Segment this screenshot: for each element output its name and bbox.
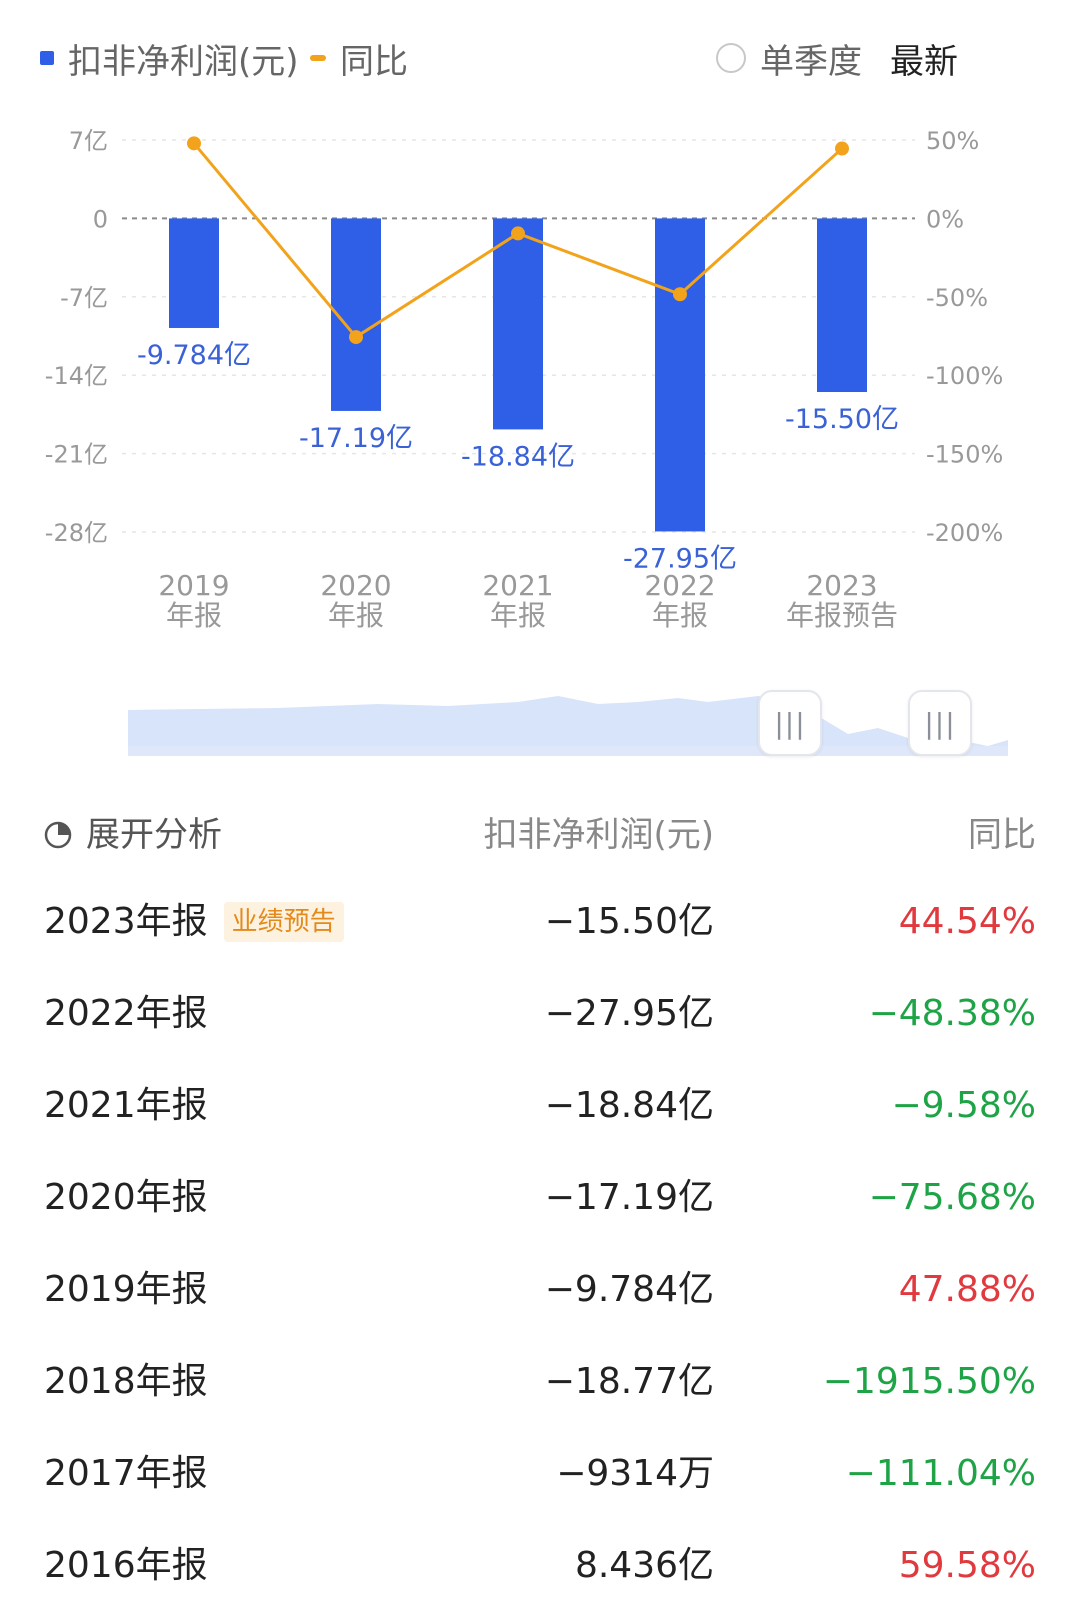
period-cell: 2023年报 业绩预告: [44, 876, 344, 968]
period-cell: 2022年报: [44, 968, 208, 1060]
y-left-tick-label: 0: [93, 205, 108, 233]
bar-data-label: -17.19亿: [299, 423, 413, 454]
period-label: 2019年报: [44, 1269, 208, 1310]
yoy-cell: −111.04%: [845, 1453, 1036, 1494]
period-cell: 2016年报: [44, 1520, 208, 1612]
column-header-net-profit: 扣非净利润(元): [483, 815, 714, 855]
table-row[interactable]: 2021年报 −18.84亿 −9.58%: [44, 1060, 1036, 1152]
table-row[interactable]: 2022年报 −27.95亿 −48.38%: [44, 968, 1036, 1060]
expand-analysis-button[interactable]: 展开分析: [44, 800, 222, 870]
y-left-tick-label: -21亿: [45, 441, 108, 469]
period-label: 2016年报: [44, 1545, 208, 1586]
yoy-cell: 47.88%: [898, 1269, 1036, 1310]
yoy-point: [511, 226, 525, 241]
profit-chart: 7亿 0 -7亿 -14亿 -21亿 -28亿 50% 0% -50% -100% -150% -20…: [45, 127, 1003, 632]
y-left-tick-label: 7亿: [69, 127, 108, 155]
yoy-point: [349, 330, 363, 345]
y-right-tick-label: -50%: [926, 284, 988, 312]
legend-bar-label: 扣非净利润(元): [68, 41, 299, 82]
period-cell: 2020年报: [44, 1152, 208, 1244]
y-right-tick-label: -150%: [926, 441, 1003, 469]
bar: [169, 218, 219, 328]
net-profit-cell: −17.19亿: [544, 1177, 714, 1218]
bar-data-label: -18.84亿: [461, 441, 575, 472]
period-label: 2017年报: [44, 1453, 208, 1494]
y-right-tick-label: 0%: [926, 205, 964, 233]
legend-line-label: 同比: [340, 41, 408, 82]
yoy-point: [187, 136, 201, 151]
yoy-point: [673, 287, 687, 302]
period-label: 2018年报: [44, 1361, 208, 1402]
single-quarter-label: 单季度: [760, 41, 862, 82]
y-right-tick-label: -200%: [926, 519, 1003, 547]
expand-analysis-label: 展开分析: [86, 815, 222, 855]
yoy-cell: −75.68%: [868, 1177, 1036, 1218]
y-right-tick-label: 50%: [926, 127, 979, 155]
forecast-tag: 业绩预告: [223, 902, 344, 942]
yoy-cell: 59.58%: [898, 1545, 1036, 1586]
table-header: 展开分析 扣非净利润(元) 同比: [44, 800, 1036, 870]
y-left-tick-label: -14亿: [45, 362, 108, 390]
legend-bar-swatch: [40, 51, 54, 65]
slider-handle-left[interactable]: |||: [758, 690, 822, 756]
legend-item-yoy[interactable]: 同比: [310, 30, 408, 86]
bar-data-label: -15.50亿: [785, 404, 899, 435]
pie-chart-icon: [44, 821, 72, 849]
net-profit-cell: −15.50亿: [544, 901, 714, 942]
radio-icon[interactable]: [716, 43, 746, 73]
net-profit-cell: 8.436亿: [574, 1545, 714, 1586]
period-label: 2021年报: [44, 1085, 208, 1126]
latest-button[interactable]: 最新: [890, 30, 958, 86]
x-tick-label: 2022 年报: [644, 569, 715, 632]
table-row[interactable]: 2023年报 业绩预告 −15.50亿 44.54%: [44, 876, 1036, 968]
x-tick-label: 2021 年报: [482, 569, 553, 632]
bar: [817, 218, 867, 392]
bar: [331, 218, 381, 411]
single-quarter-toggle[interactable]: 单季度: [716, 30, 862, 86]
period-label: 2023年报: [44, 901, 208, 942]
net-profit-cell: −27.95亿: [544, 993, 714, 1034]
net-profit-cell: −18.77亿: [544, 1361, 714, 1402]
period-label: 2022年报: [44, 993, 208, 1034]
period-label: 2020年报: [44, 1177, 208, 1218]
y-left-tick-label: -7亿: [60, 284, 108, 312]
legend-line-swatch: [310, 55, 326, 61]
period-cell: 2019年报: [44, 1244, 208, 1336]
table-row[interactable]: 2018年报 −18.77亿 −1915.50%: [44, 1336, 1036, 1428]
net-profit-cell: −18.84亿: [544, 1085, 714, 1126]
net-profit-cell: −9.784亿: [544, 1269, 714, 1310]
bar-data-label: -27.95亿: [623, 543, 737, 574]
net-profit-cell: −9314万: [556, 1453, 714, 1494]
yoy-cell: −48.38%: [868, 993, 1036, 1034]
x-tick-label: 2023 年报预告: [786, 569, 898, 632]
table-row[interactable]: 2020年报 −17.19亿 −75.68%: [44, 1152, 1036, 1244]
x-tick-label: 2019 年报: [158, 569, 229, 632]
latest-label: 最新: [890, 41, 958, 82]
y-right-tick-label: -100%: [926, 362, 1003, 390]
table-row[interactable]: 2016年报 8.436亿 59.58%: [44, 1520, 1036, 1612]
table-row[interactable]: 2019年报 −9.784亿 47.88%: [44, 1244, 1036, 1336]
legend-item-net-profit[interactable]: 扣非净利润(元): [40, 30, 299, 86]
bar: [655, 218, 705, 532]
bar-data-label: -9.784亿: [137, 340, 251, 371]
slider-handle-right[interactable]: |||: [908, 690, 972, 756]
chart-legend: 扣非净利润(元) 同比 单季度 最新: [40, 30, 1040, 86]
yoy-cell: −1915.50%: [822, 1361, 1036, 1402]
y-left-tick-label: -28亿: [45, 519, 108, 547]
range-slider-minimap: [128, 696, 1008, 756]
bar: [493, 218, 543, 430]
table-row[interactable]: 2017年报 −9314万 −111.04%: [44, 1428, 1036, 1520]
column-header-yoy: 同比: [968, 815, 1036, 855]
x-tick-label: 2020 年报: [320, 569, 391, 632]
yoy-cell: −9.58%: [891, 1085, 1036, 1126]
yoy-point: [835, 141, 849, 156]
period-cell: 2021年报: [44, 1060, 208, 1152]
period-cell: 2018年报: [44, 1336, 208, 1428]
period-cell: 2017年报: [44, 1428, 208, 1520]
range-slider[interactable]: ||| |||: [118, 690, 1008, 756]
yoy-cell: 44.54%: [898, 901, 1036, 942]
